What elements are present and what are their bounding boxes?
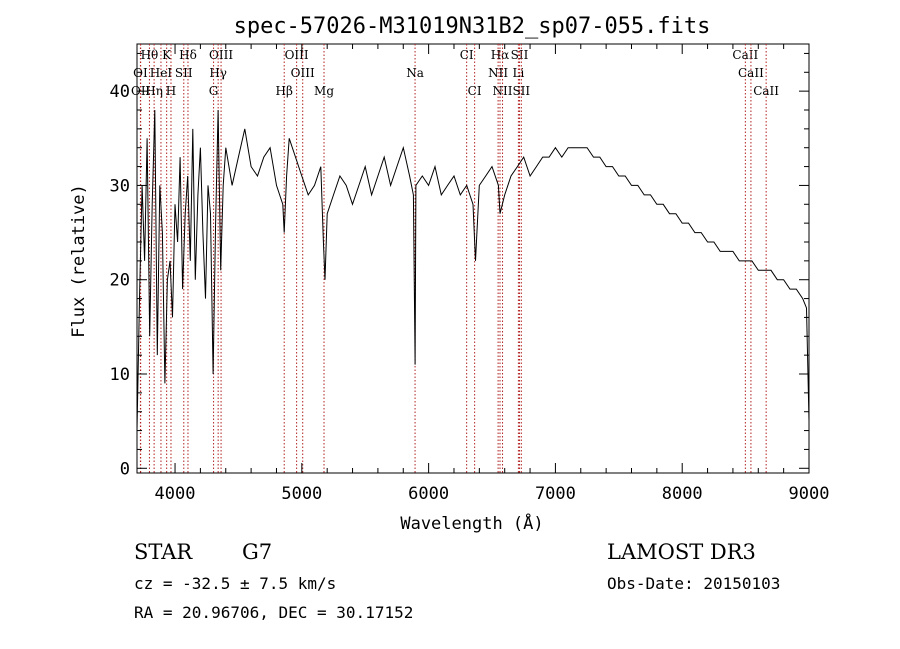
line-label: CI (460, 48, 474, 62)
chart-title: spec-57026-M31019N31B2_sp07-055.fits (234, 14, 711, 39)
line-label: CaII (738, 66, 764, 80)
line-label: CaII (732, 48, 758, 62)
x-tick-label: 5000 (281, 484, 322, 504)
spectrum-line (136, 109, 810, 431)
plot-frame (136, 43, 810, 474)
line-label: H (166, 84, 176, 98)
x-tick-label: 8000 (662, 484, 703, 504)
line-label: Hη (145, 84, 163, 98)
y-axis-label: Flux (relative) (69, 184, 89, 338)
y-tick-label: 20 (110, 271, 130, 291)
line-label: Mg (314, 84, 334, 98)
line-label: OIII (291, 66, 315, 80)
line-label: Hθ (141, 48, 159, 62)
line-label: Li (512, 66, 524, 80)
line-label: K (162, 48, 172, 62)
line-label: G (209, 84, 219, 98)
object-class: STAR (134, 540, 193, 564)
line-label: OIII (209, 48, 233, 62)
line-label: Hδ (179, 48, 197, 62)
line-label: Na (406, 66, 424, 80)
y-tick-label: 40 (110, 82, 130, 102)
line-label: SII (175, 66, 193, 80)
y-tick-label: 10 (110, 365, 130, 385)
x-tick-label: 7000 (535, 484, 576, 504)
redshift-velocity: cz = -32.5 ± 7.5 km/s (134, 574, 337, 593)
line-label: CaII (753, 84, 779, 98)
survey-name: LAMOST DR3 (607, 540, 756, 564)
coordinates: RA = 20.96706, DEC = 30.17152 (134, 603, 414, 622)
spectral-subclass: G7 (242, 540, 273, 564)
line-label: HeI (150, 66, 173, 80)
x-tick-label: 4000 (155, 484, 196, 504)
line-label: NII (488, 66, 508, 80)
line-label: Hα (491, 48, 510, 62)
y-tick-label: 30 (110, 176, 130, 196)
line-label: Hβ (276, 84, 293, 98)
line-label: CI (468, 84, 482, 98)
x-tick-label: 6000 (408, 484, 449, 504)
axes: 4000 5000 6000 7000 8000 9000 0 10 20 30 40 (110, 44, 830, 504)
line-label: Hγ (209, 66, 227, 80)
observation-date: Obs-Date: 20150103 (607, 574, 781, 593)
line-label: SII (511, 48, 529, 62)
x-tick-label: 9000 (789, 484, 830, 504)
x-axis-label: Wavelength (Å) (400, 512, 543, 534)
line-label: SII (512, 84, 530, 98)
y-tick-label: 0 (120, 459, 130, 479)
line-label: OIII (285, 48, 309, 62)
line-label: NII (493, 84, 513, 98)
